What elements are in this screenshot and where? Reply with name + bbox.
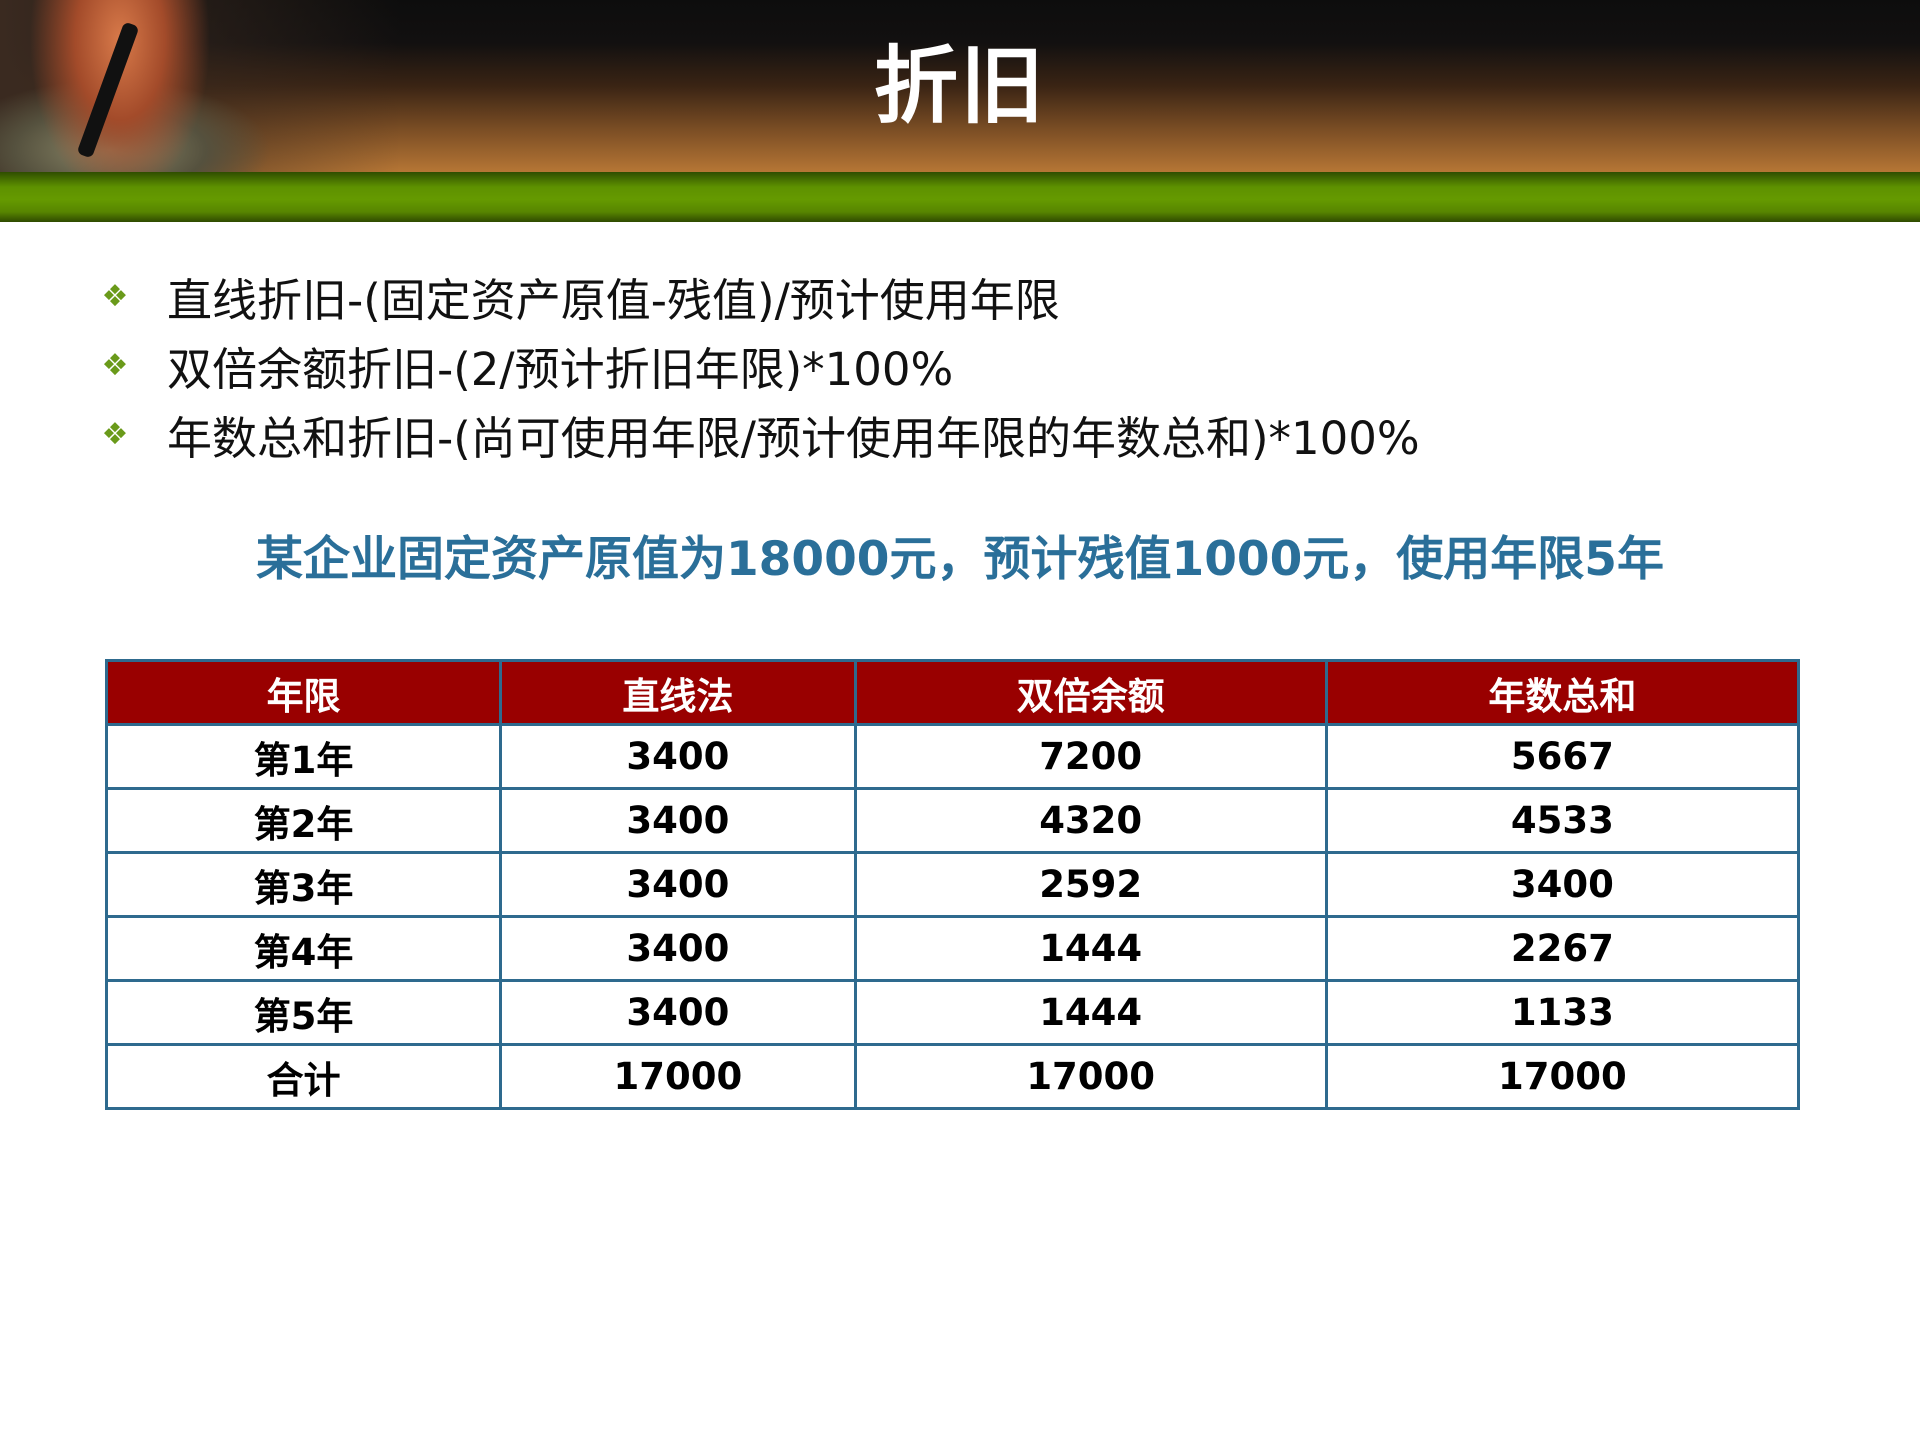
bullet-item: ❖ 直线折旧-(固定资产原值-残值)/预计使用年限 bbox=[95, 262, 1420, 331]
table-cell: 3400 bbox=[499, 915, 857, 982]
bullet-list: ❖ 直线折旧-(固定资产原值-残值)/预计使用年限 ❖ 双倍余额折旧-(2/预计… bbox=[95, 262, 1420, 469]
header-cell: 年限 bbox=[104, 659, 503, 726]
depreciation-table: 年限 直线法 双倍余额 年数总和 第1年 3400 7200 5667 第2年 3400 4… bbox=[104, 659, 1801, 1110]
header-cell: 双倍余额 bbox=[853, 659, 1328, 726]
table-row: 第3年 3400 2592 3400 bbox=[104, 851, 1801, 918]
table-cell: 5667 bbox=[1324, 723, 1801, 790]
table-cell: 1444 bbox=[853, 915, 1328, 982]
bullet-text: 直线折旧-(固定资产原值-残值)/预计使用年限 bbox=[167, 274, 1060, 327]
table-cell: 第4年 bbox=[104, 915, 503, 982]
table-row: 第2年 3400 4320 4533 bbox=[104, 787, 1801, 854]
table-cell: 1133 bbox=[1324, 979, 1801, 1046]
four-diamond-icon: ❖ bbox=[101, 417, 129, 452]
example-statement: 某企业固定资产原值为18000元，预计残值1000元，使用年限5年 bbox=[255, 532, 1665, 587]
table-row: 第4年 3400 1444 2267 bbox=[104, 915, 1801, 982]
table-header-row: 年限 直线法 双倍余额 年数总和 bbox=[104, 659, 1801, 726]
bullet-text: 年数总和折旧-(尚可使用年限/预计使用年限的年数总和)*100% bbox=[167, 412, 1420, 465]
table-cell: 3400 bbox=[499, 723, 857, 790]
bullet-item: ❖ 双倍余额折旧-(2/预计折旧年限)*100% bbox=[95, 331, 1420, 400]
table-cell: 2267 bbox=[1324, 915, 1801, 982]
table-cell: 2592 bbox=[853, 851, 1328, 918]
table-cell: 3400 bbox=[1324, 851, 1801, 918]
table-cell: 第5年 bbox=[104, 979, 503, 1046]
table-cell: 3400 bbox=[499, 787, 857, 854]
table-cell: 7200 bbox=[853, 723, 1328, 790]
table-row: 合计 17000 17000 17000 bbox=[104, 1043, 1801, 1110]
header-banner: 折旧 bbox=[0, 0, 1920, 172]
bullet-text: 双倍余额折旧-(2/预计折旧年限)*100% bbox=[167, 343, 954, 396]
header-cell: 直线法 bbox=[499, 659, 857, 726]
table-row: 第1年 3400 7200 5667 bbox=[104, 723, 1801, 790]
four-diamond-icon: ❖ bbox=[101, 348, 129, 383]
table-cell: 第2年 bbox=[104, 787, 503, 854]
table-row: 第5年 3400 1444 1133 bbox=[104, 979, 1801, 1046]
bullet-item: ❖ 年数总和折旧-(尚可使用年限/预计使用年限的年数总和)*100% bbox=[95, 400, 1420, 469]
table-cell: 3400 bbox=[499, 979, 857, 1046]
table-cell: 第1年 bbox=[104, 723, 503, 790]
table-cell: 17000 bbox=[853, 1043, 1328, 1110]
slide-title: 折旧 bbox=[873, 37, 1046, 135]
green-divider-bar bbox=[0, 172, 1920, 222]
hand-writing-photo bbox=[0, 0, 400, 172]
table-cell: 4320 bbox=[853, 787, 1328, 854]
table-cell: 3400 bbox=[499, 851, 857, 918]
table-cell: 1444 bbox=[853, 979, 1328, 1046]
table-cell: 第3年 bbox=[104, 851, 503, 918]
header-cell: 年数总和 bbox=[1324, 659, 1801, 726]
table-cell: 17000 bbox=[499, 1043, 857, 1110]
four-diamond-icon: ❖ bbox=[101, 279, 129, 314]
table-cell: 合计 bbox=[104, 1043, 503, 1110]
table-cell: 4533 bbox=[1324, 787, 1801, 854]
table-cell: 17000 bbox=[1324, 1043, 1801, 1110]
